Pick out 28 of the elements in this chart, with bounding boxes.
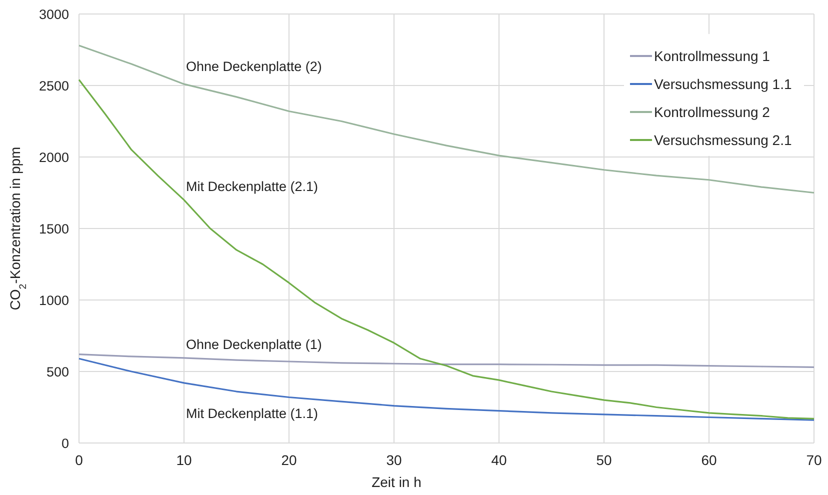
legend-label: Kontrollmessung 2 xyxy=(654,104,770,120)
x-tick-label: 10 xyxy=(176,452,192,468)
annotation: Ohne Deckenplatte (1) xyxy=(186,337,322,352)
y-tick-label: 500 xyxy=(46,364,69,380)
x-axis-title: Zeit in h xyxy=(372,474,422,490)
line-series xyxy=(78,354,815,368)
x-tick-label: 40 xyxy=(491,452,507,468)
legend-label: Versuchsmessung 1.1 xyxy=(654,76,792,92)
line-series xyxy=(78,44,815,194)
annotation: Mit Deckenplatte (2.1) xyxy=(186,179,318,194)
legend-label: Versuchsmessung 2.1 xyxy=(654,132,792,148)
y-tick-label: 2500 xyxy=(38,78,69,94)
x-tick-label: 70 xyxy=(806,452,822,468)
y-tick-label: 3000 xyxy=(38,7,69,22)
x-tick-label: 20 xyxy=(281,452,297,468)
line-series xyxy=(78,358,815,421)
annotation: Mit Deckenplatte (1.1) xyxy=(186,406,318,421)
x-tick-label: 60 xyxy=(701,452,717,468)
x-tick-label: 50 xyxy=(596,452,612,468)
legend-label: Kontrollmessung 1 xyxy=(654,48,770,64)
y-tick-label: 2000 xyxy=(38,150,69,165)
x-tick-label: 30 xyxy=(386,452,402,468)
x-tick-label: 0 xyxy=(75,452,84,468)
y-tick-label: 0 xyxy=(61,436,69,451)
y-tick-label: 1500 xyxy=(38,222,69,236)
line-series xyxy=(78,78,815,420)
y-tick-label: 1000 xyxy=(38,293,69,308)
annotation: Ohne Deckenplatte (2) xyxy=(186,59,322,74)
